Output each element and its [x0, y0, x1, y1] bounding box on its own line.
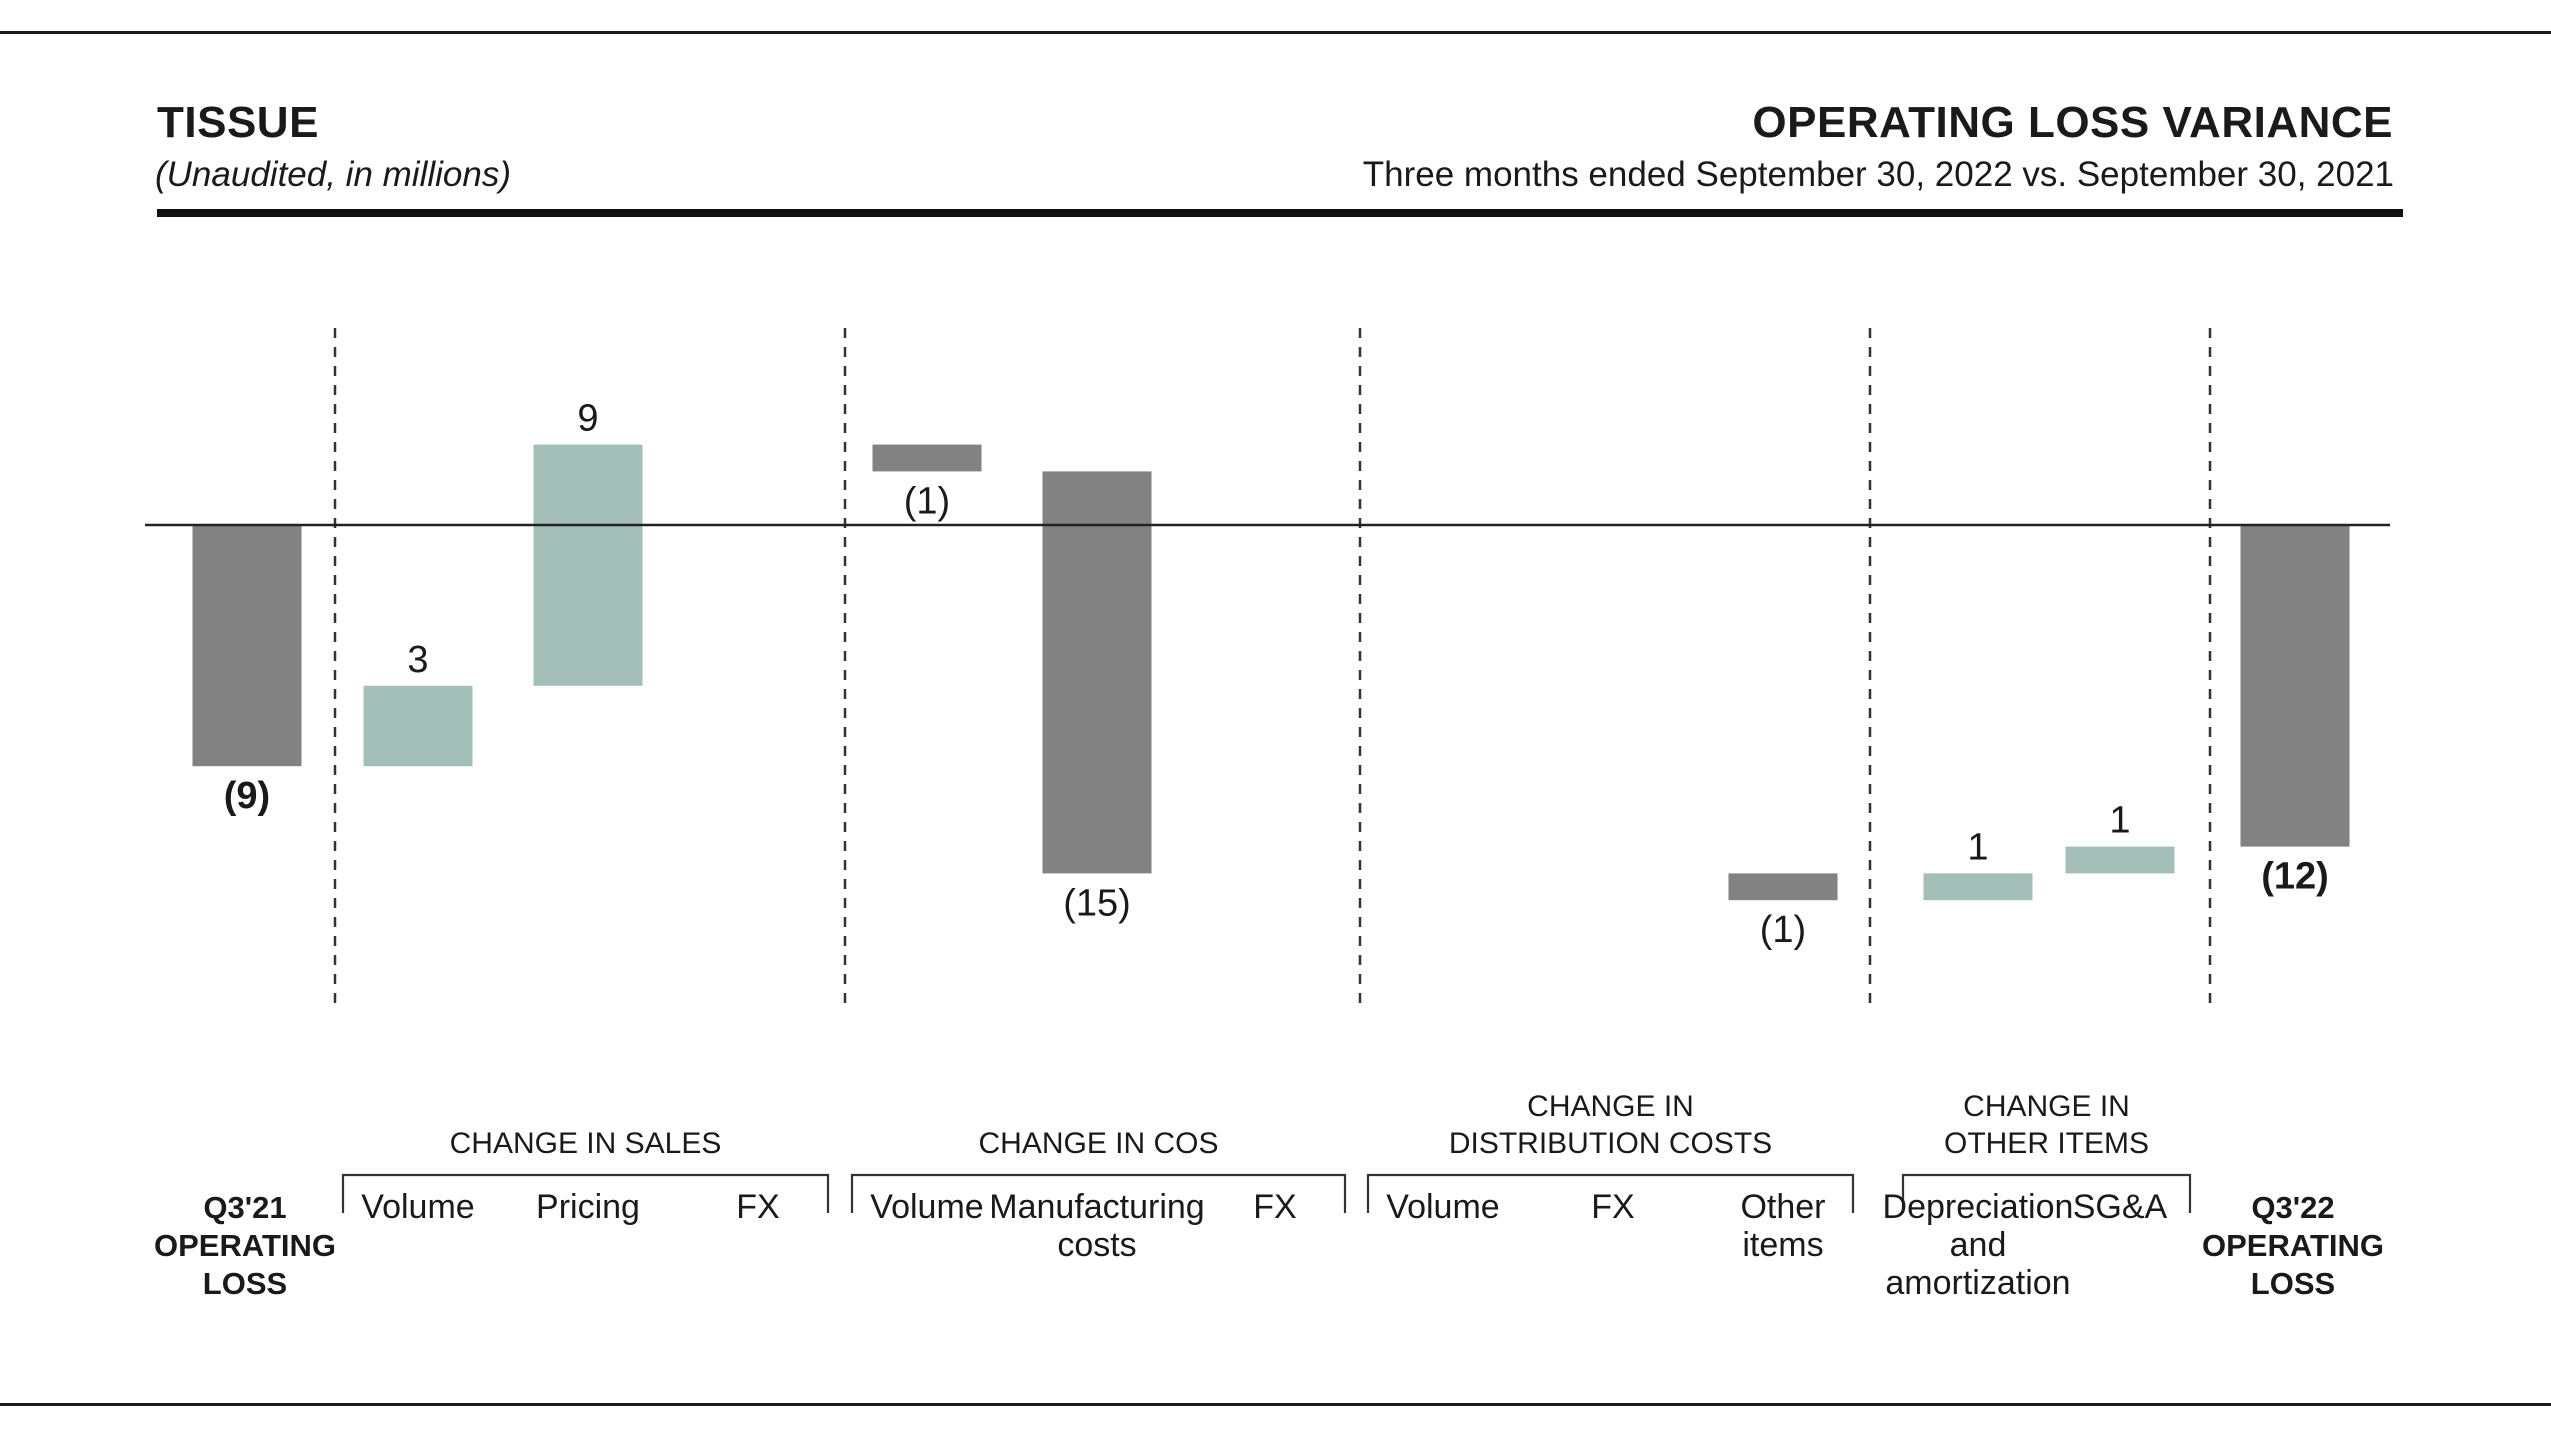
chart-right-title: OPERATING LOSS VARIANCE: [1752, 98, 2393, 147]
group-header-1-line-1: CHANGE IN SALES: [450, 1127, 722, 1160]
top-rule: [0, 31, 2551, 34]
chart-left-title: TISSUE: [157, 98, 319, 147]
group-header-3-line-1: CHANGE IN: [1527, 1090, 1694, 1123]
waterfall-bar-5: [872, 444, 982, 472]
waterfall-bar-6: [1042, 471, 1152, 874]
category-label-4-line-1: FX: [736, 1188, 779, 1226]
category-label-8-line-1: Volume: [1386, 1188, 1499, 1226]
group-header-4-line-2: OTHER ITEMS: [1944, 1127, 2149, 1160]
category-label-5-line-1: Volume: [870, 1188, 983, 1226]
category-label-1-line-3: LOSS: [203, 1266, 287, 1301]
data-label-12: 1: [2109, 800, 2130, 842]
chart-right-subtitle: Three months ended September 30, 2022 vs…: [1362, 155, 2394, 194]
category-label-10-line-1: Other: [1740, 1188, 1825, 1226]
data-label-10: (1): [1760, 909, 1806, 951]
data-label-5: (1): [904, 480, 950, 522]
group-header-3-line-2: DISTRIBUTION COSTS: [1449, 1127, 1772, 1160]
category-label-1-line-2: OPERATING: [154, 1228, 336, 1263]
group-bracket-4: [1901, 1173, 2192, 1213]
category-label-12-line-1: SG&A: [2073, 1188, 2168, 1226]
data-label-2: 3: [407, 639, 428, 681]
group-header-4-line-1: CHANGE IN: [1963, 1090, 2130, 1123]
category-label-1-line-1: Q3'21: [203, 1190, 286, 1225]
category-label-9-line-1: FX: [1591, 1188, 1634, 1226]
category-label-13-line-3: LOSS: [2251, 1266, 2335, 1301]
category-label-11-line-1: Depreciation: [1883, 1188, 2074, 1226]
bottom-rule: [0, 1403, 2551, 1406]
category-label-13-line-1: Q3'22: [2251, 1190, 2334, 1225]
waterfall-bar-10: [1728, 873, 1838, 901]
waterfall-bar-3: [533, 444, 643, 686]
category-label-3-line-1: Pricing: [536, 1188, 640, 1226]
data-label-1: (9): [224, 775, 270, 817]
category-label-13-line-2: OPERATING: [2202, 1228, 2384, 1263]
data-label-13: (12): [2261, 856, 2329, 898]
data-label-6: (15): [1063, 882, 1131, 924]
group-header-2-line-1: CHANGE IN COS: [978, 1127, 1218, 1160]
category-label-6-line-1: Manufacturing: [989, 1188, 1204, 1226]
group-bracket-2: [850, 1173, 1347, 1213]
category-label-7-line-1: FX: [1253, 1188, 1296, 1226]
header-divider: [157, 209, 2403, 217]
waterfall-bar-12: [2065, 846, 2175, 874]
waterfall-bar-2: [363, 685, 473, 767]
group-bracket-1: [341, 1173, 830, 1213]
waterfall-bar-1: [192, 525, 302, 767]
chart-left-subtitle: (Unaudited, in millions): [155, 155, 511, 194]
waterfall-bar-13: [2240, 525, 2350, 847]
waterfall-bar-11: [1923, 873, 2033, 901]
category-label-11-line-3: amortization: [1885, 1264, 2070, 1302]
group-bracket-3: [1366, 1173, 1855, 1213]
category-label-2-line-1: Volume: [361, 1188, 474, 1226]
data-label-3: 9: [577, 398, 598, 440]
category-label-6-line-2: costs: [1057, 1226, 1136, 1264]
category-label-11-line-2: and: [1950, 1226, 2007, 1264]
data-label-11: 1: [1967, 826, 1988, 868]
category-label-10-line-2: items: [1742, 1226, 1823, 1264]
